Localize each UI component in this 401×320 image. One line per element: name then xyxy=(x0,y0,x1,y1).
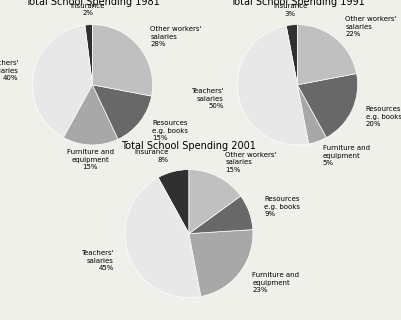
Text: Other workers'
salaries
15%: Other workers' salaries 15% xyxy=(225,152,276,173)
Text: Resources
e.g. books
15%: Resources e.g. books 15% xyxy=(152,120,187,141)
Text: Resources
e.g. books
20%: Resources e.g. books 20% xyxy=(365,106,401,127)
Text: Other workers'
salaries
28%: Other workers' salaries 28% xyxy=(150,26,201,47)
Text: Teachers'
salaries
40%: Teachers' salaries 40% xyxy=(0,60,18,81)
Text: Insurance
3%: Insurance 3% xyxy=(273,3,307,17)
Wedge shape xyxy=(32,25,92,138)
Wedge shape xyxy=(237,26,308,145)
Text: Other workers'
salaries
22%: Other workers' salaries 22% xyxy=(344,16,396,37)
Wedge shape xyxy=(63,85,118,145)
Text: Insurance
2%: Insurance 2% xyxy=(70,3,105,17)
Text: Insurance
8%: Insurance 8% xyxy=(134,149,169,163)
Wedge shape xyxy=(85,25,92,85)
Text: Furniture and
equipment
15%: Furniture and equipment 15% xyxy=(67,149,113,171)
Wedge shape xyxy=(297,85,326,144)
Title: Total School Spending 2001: Total School Spending 2001 xyxy=(121,141,256,151)
Wedge shape xyxy=(188,170,240,234)
Wedge shape xyxy=(92,25,152,96)
Text: Resources
e.g. books
9%: Resources e.g. books 9% xyxy=(263,196,300,217)
Title: Total School Spending 1981: Total School Spending 1981 xyxy=(25,0,160,7)
Wedge shape xyxy=(125,178,200,298)
Text: Furniture and
equipment
5%: Furniture and equipment 5% xyxy=(322,145,369,166)
Text: Teachers'
salaries
45%: Teachers' salaries 45% xyxy=(81,250,113,271)
Wedge shape xyxy=(297,25,356,85)
Wedge shape xyxy=(188,229,252,296)
Wedge shape xyxy=(92,85,151,139)
Wedge shape xyxy=(297,74,357,138)
Text: Teachers'
salaries
50%: Teachers' salaries 50% xyxy=(190,88,223,109)
Wedge shape xyxy=(286,25,297,85)
Wedge shape xyxy=(158,170,188,234)
Text: Furniture and
equipment
23%: Furniture and equipment 23% xyxy=(251,272,298,293)
Wedge shape xyxy=(188,196,252,234)
Title: Total School Spending 1991: Total School Spending 1991 xyxy=(229,0,364,7)
